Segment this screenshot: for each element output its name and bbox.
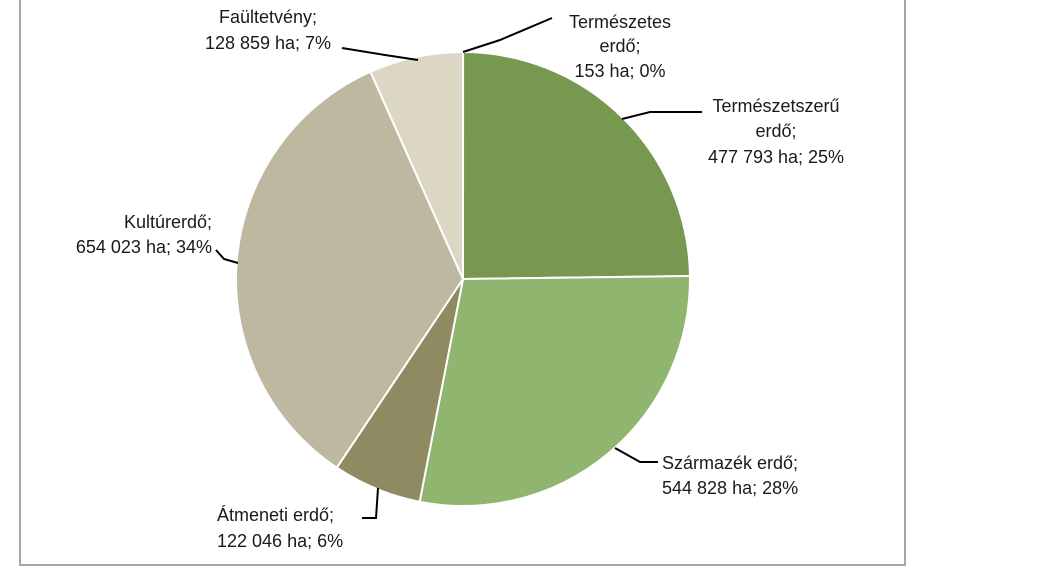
slice-label-line: Kultúrerdő; (124, 212, 212, 232)
slice-label-line: 544 828 ha; 28% (662, 478, 798, 498)
slice-label-5: Kultúrerdő; 654 023 ha; 34% (76, 212, 212, 257)
slice-label-line: Faültetvény; (219, 7, 317, 27)
leader-line-4 (362, 487, 379, 519)
leader-line-2 (621, 111, 702, 120)
slice-label-line: Átmeneti erdő; (217, 505, 334, 525)
pie-slice-3 (418, 275, 691, 507)
slice-label-4: Átmeneti erdő; 122 046 ha; 6% (217, 505, 343, 551)
slice-label-line: 128 859 ha; 7% (205, 33, 331, 53)
leader-line-6 (341, 47, 419, 61)
leader-lines (215, 17, 702, 519)
slice-label-line: 654 023 ha; 34% (76, 237, 212, 257)
slice-label-line: 153 ha; 0% (574, 61, 665, 81)
slice-label-line: erdő; (599, 36, 640, 56)
slice-label-line: Természetszerű (712, 96, 839, 116)
chart-frame (19, 0, 906, 566)
pie-slice-5 (235, 70, 464, 469)
slice-label-line: erdő; (755, 121, 796, 141)
leader-line-1 (462, 17, 553, 53)
slice-label-1: Természetes erdő; 153 ha; 0% (569, 12, 671, 81)
pie-slice-6 (369, 51, 464, 280)
slice-label-line: Természetes (569, 12, 671, 32)
slice-label-2: Természetszerű erdő; 477 793 ha; 25% (708, 96, 844, 167)
pie-slice-2 (462, 51, 691, 280)
slice-label-line: Származék erdő; (662, 453, 798, 473)
slice-label-line: 122 046 ha; 6% (217, 531, 343, 551)
pie-slices (235, 50, 691, 507)
slice-label-3: Származék erdő; 544 828 ha; 28% (662, 453, 798, 498)
slice-label-6: Faültetvény; 128 859 ha; 7% (205, 7, 331, 53)
slice-label-line: 477 793 ha; 25% (708, 147, 844, 167)
leader-line-3 (614, 447, 658, 463)
leader-line-5 (215, 249, 239, 264)
slice-labels: Természetes erdő; 153 ha; 0% Természetszerű… (76, 7, 844, 551)
